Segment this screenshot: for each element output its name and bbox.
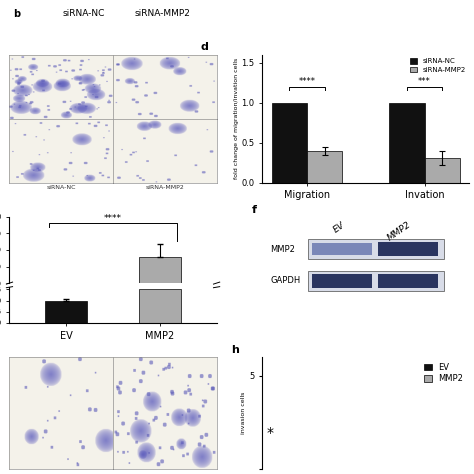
Text: MMP2: MMP2 [385,220,412,243]
Text: MMP2: MMP2 [271,245,295,254]
Text: siRNA-NC: siRNA-NC [63,9,105,18]
Text: ****: **** [104,214,122,223]
Bar [272,103,307,182]
Text: GAPDH: GAPDH [271,276,301,285]
Text: siRNA-MMP2: siRNA-MMP2 [146,121,184,127]
Text: siRNA-NC: siRNA-NC [46,121,76,127]
Text: f: f [252,205,257,215]
Bar [308,239,445,259]
Text: siRNA-NC: siRNA-NC [46,185,76,190]
Bar [378,274,438,288]
Bar [378,242,438,256]
Bar [45,301,87,323]
Text: h: h [231,345,239,355]
Bar [312,243,372,255]
Text: siRNA-MMP2: siRNA-MMP2 [146,185,184,190]
Bar [308,271,445,291]
Legend: siRNA-NC, siRNA-MMP2: siRNA-NC, siRNA-MMP2 [410,58,466,73]
Text: *: * [266,426,273,440]
Text: siRNA-MMP2: siRNA-MMP2 [135,9,191,18]
Text: b: b [14,9,21,19]
Bar [139,290,181,323]
Y-axis label: fold change of migration/invation cells: fold change of migration/invation cells [234,58,238,179]
Text: EV: EV [331,220,346,234]
Bar [389,103,425,182]
Text: ****: **** [298,77,315,86]
Text: d: d [200,42,208,53]
Bar [307,151,342,182]
Text: ***: *** [418,77,431,86]
Y-axis label: invasion cells: invasion cells [241,392,246,434]
Bar [312,274,372,288]
Bar [425,158,460,182]
Legend: EV, MMP2: EV, MMP2 [422,361,465,385]
Bar [139,256,181,383]
